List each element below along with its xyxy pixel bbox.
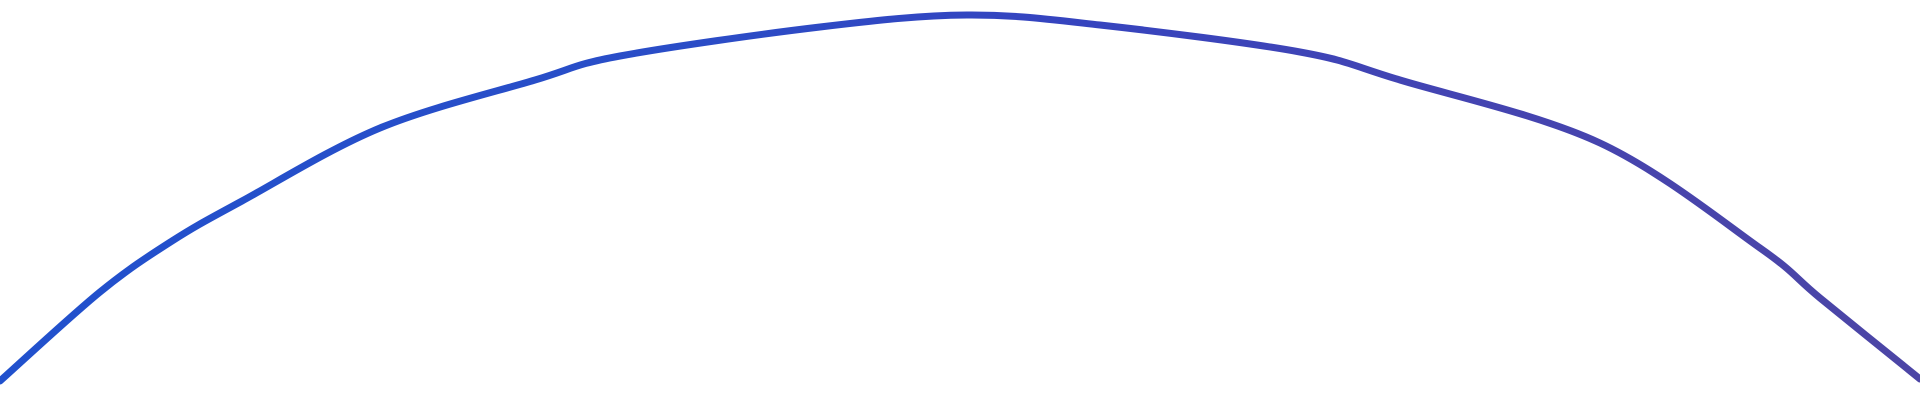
- curve-line: [0, 11, 1920, 385]
